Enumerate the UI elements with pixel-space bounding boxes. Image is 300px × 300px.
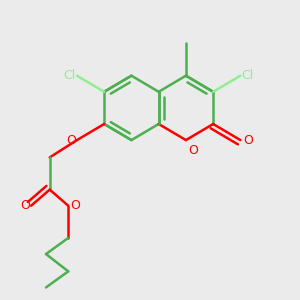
- Text: O: O: [243, 134, 253, 147]
- Text: Cl: Cl: [242, 69, 254, 82]
- Text: O: O: [66, 134, 76, 147]
- Text: Cl: Cl: [63, 69, 76, 82]
- Text: O: O: [20, 199, 30, 212]
- Text: O: O: [188, 144, 198, 157]
- Text: O: O: [71, 199, 81, 212]
